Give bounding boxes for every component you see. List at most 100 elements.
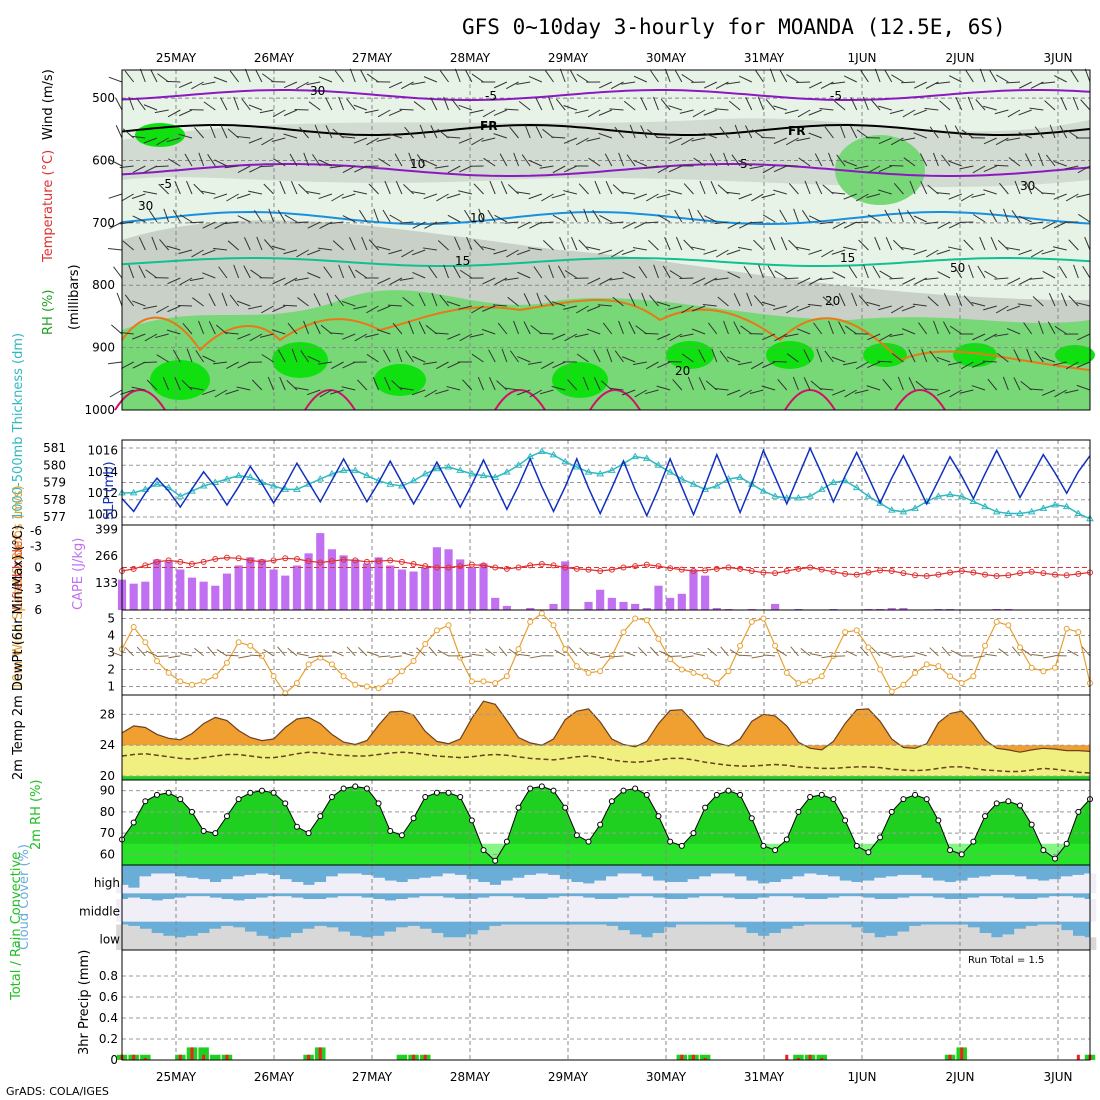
wind-barb xyxy=(419,124,426,139)
wind-barb xyxy=(156,354,169,363)
wind10-point xyxy=(1005,622,1012,629)
cape-bar xyxy=(502,605,511,610)
cape-bar xyxy=(1004,608,1013,610)
cloud-bar xyxy=(745,880,759,894)
wind-barb xyxy=(166,80,181,83)
li-point xyxy=(970,569,977,576)
wind10-point xyxy=(188,681,195,688)
rh2m-point xyxy=(667,838,674,845)
li-point xyxy=(608,566,615,573)
wind-barb xyxy=(517,221,531,229)
rain-bar xyxy=(198,1047,209,1060)
cloud-bar xyxy=(466,934,479,950)
wind10-point xyxy=(387,678,394,685)
wind-barb xyxy=(136,98,146,111)
wind-barb xyxy=(539,165,554,169)
rh2m-point xyxy=(445,789,452,796)
wind-barb xyxy=(249,333,263,342)
wind-barb xyxy=(687,376,694,391)
wind-barb xyxy=(994,277,1009,280)
wind-barb xyxy=(967,96,974,111)
thickness-point xyxy=(946,490,954,498)
cloud-bar xyxy=(419,928,432,950)
wind-barb xyxy=(377,109,391,118)
wind-barb xyxy=(201,389,216,396)
wind10-barb xyxy=(1021,648,1032,657)
wind-barb xyxy=(251,379,263,391)
thickness-point xyxy=(876,499,884,506)
wind-barb xyxy=(416,154,426,167)
rh2m-point xyxy=(865,849,872,856)
wind-barb xyxy=(214,159,228,167)
wind-barb xyxy=(143,305,158,310)
wind-barb xyxy=(487,209,496,223)
wind-barb xyxy=(757,96,764,111)
cape-bar xyxy=(269,569,278,610)
wind-barb xyxy=(824,126,834,139)
wind-barb xyxy=(168,158,181,167)
wind-barb xyxy=(1041,357,1056,363)
cloud-bar xyxy=(326,897,339,922)
rh2m-point xyxy=(585,838,592,845)
wind-barb xyxy=(178,249,193,255)
wind-barb xyxy=(901,246,916,251)
cape-bar xyxy=(864,608,873,610)
wind-barb xyxy=(233,96,240,111)
date-label-top: 29MAY xyxy=(548,51,589,65)
wind10-barb xyxy=(998,648,1009,657)
cloud-bar xyxy=(209,882,222,894)
wind-barb xyxy=(1064,165,1079,170)
rh2m-point xyxy=(1040,847,1047,854)
cape-bar xyxy=(339,555,348,610)
wind-barb xyxy=(628,293,636,307)
wind-barb xyxy=(834,100,846,111)
wind-barb xyxy=(142,361,158,364)
wind-barb xyxy=(250,269,263,279)
wind-barb xyxy=(368,183,379,195)
li-point xyxy=(422,563,429,570)
wind-barb xyxy=(259,165,274,168)
wind10-point xyxy=(842,629,849,636)
wind-barb xyxy=(924,107,939,111)
wind-barb xyxy=(749,389,764,395)
rh-blob xyxy=(150,360,210,400)
wind-barb xyxy=(392,322,403,335)
wind-barb xyxy=(657,214,671,223)
cloud-bar xyxy=(454,899,467,922)
wind-barb xyxy=(469,109,484,114)
cloud-bar xyxy=(1072,874,1085,894)
wind-barb xyxy=(761,136,776,139)
wind-barb xyxy=(878,189,892,195)
cloud-bar xyxy=(1072,897,1085,922)
rh2m-point xyxy=(1017,802,1024,809)
cloud-bar xyxy=(769,933,782,950)
wind-barb xyxy=(578,183,589,195)
wind-barb xyxy=(606,348,613,363)
cape-bar xyxy=(292,565,302,610)
li-point xyxy=(305,558,312,565)
thickness-point xyxy=(736,473,745,480)
wind10-point xyxy=(760,615,767,622)
cloud-bar xyxy=(582,924,595,950)
cloud-bar xyxy=(244,874,257,894)
rh2m-ylabel: 2m RH (%) xyxy=(29,779,44,850)
contour-freezing xyxy=(121,123,1091,136)
wind-barb xyxy=(536,292,543,307)
wind-barb xyxy=(528,193,543,200)
wind-barb xyxy=(831,191,846,195)
wind-barb xyxy=(332,240,344,251)
cloud-bar xyxy=(640,876,654,894)
wind10-point xyxy=(468,678,475,685)
contour-label: 10 xyxy=(410,157,425,171)
date-label-top: 1JUN xyxy=(848,51,877,65)
cloud-bar xyxy=(186,896,199,922)
wind10-barb xyxy=(720,646,729,657)
wind-barb xyxy=(628,321,636,335)
wind-barb xyxy=(314,124,321,139)
wind10-barb xyxy=(929,647,939,657)
rh2m-point xyxy=(375,800,382,807)
wind-barb xyxy=(319,389,333,398)
wind-barb xyxy=(691,305,706,312)
wind10-point xyxy=(340,673,347,680)
wind-barb xyxy=(527,247,542,251)
